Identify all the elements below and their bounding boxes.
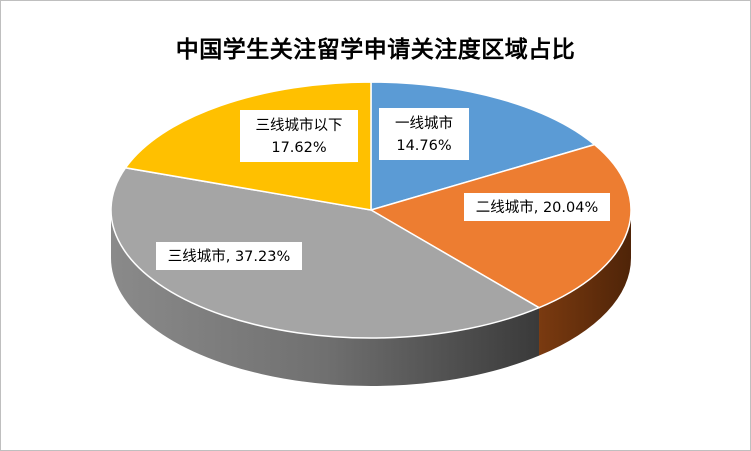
label-box [464, 193, 610, 221]
label-line: 三线城市, 37.23% [168, 248, 291, 265]
pie-slices [110, 81, 632, 339]
slice-label-3: 三线城市, 37.23% [156, 242, 302, 270]
label-box [156, 242, 302, 270]
slice-label-1: 一线城市 14.76% [379, 108, 469, 160]
slice-label-2: 二线城市, 20.04% [464, 193, 610, 221]
slice-side-3 [111, 210, 540, 387]
slice-2[interactable] [369, 143, 632, 309]
label-box [240, 110, 358, 162]
slice-3[interactable] [110, 166, 541, 339]
label-line: 17.62% [271, 140, 326, 156]
slice-label-4: 三线城市以下 17.62% [240, 110, 358, 162]
label-box [379, 108, 469, 160]
label-line: 二线城市, 20.04% [476, 199, 599, 216]
label-line: 一线城市 [395, 115, 453, 132]
label-line: 14.76% [396, 138, 451, 154]
label-line: 三线城市以下 [256, 117, 343, 134]
pie-labels: 一线城市 14.76% 二线城市, 20.04% 三线城市, 37.23% 三线城市以下… [156, 108, 610, 270]
chart-title: 中国学生关注留学申请关注度区域占比 [175, 37, 576, 63]
